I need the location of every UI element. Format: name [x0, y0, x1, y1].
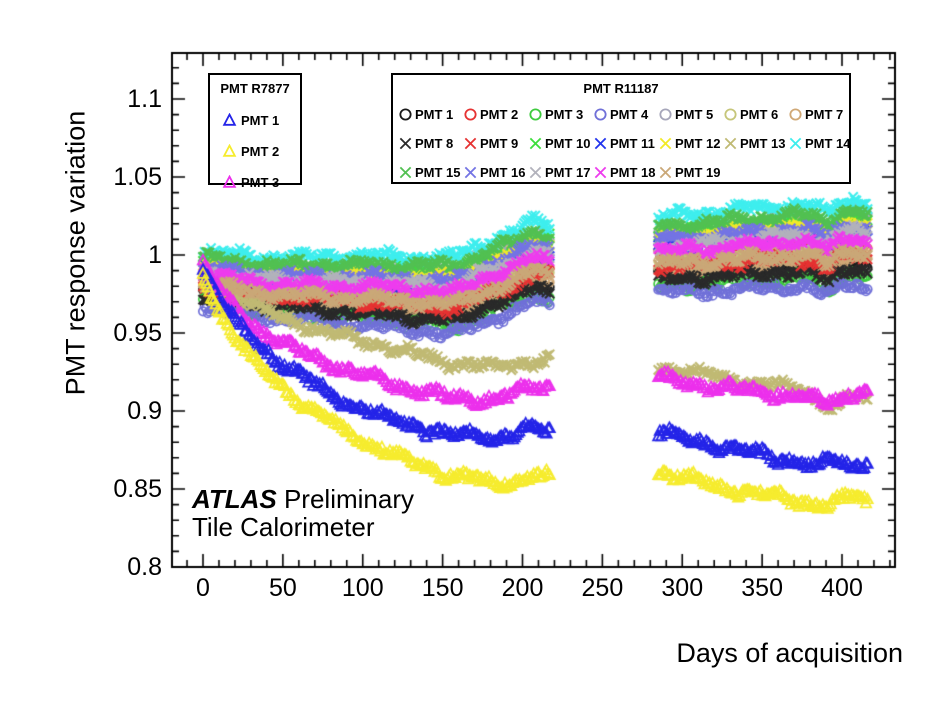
- legend-entry-label: PMT 3: [241, 175, 280, 190]
- legend-entry-label: PMT 2: [241, 144, 280, 159]
- circle-marker-icon: [724, 108, 737, 121]
- legend-entry-label: PMT 5: [675, 107, 714, 122]
- y-tick-label: 1.05: [113, 163, 162, 191]
- legend-entry: PMT 19: [658, 158, 723, 187]
- legend-entry-label: PMT 15: [415, 165, 461, 180]
- legend-entry-label: PMT 3: [545, 107, 584, 122]
- legend-entry-label: PMT 19: [675, 165, 721, 180]
- x-tick-label: 150: [421, 574, 464, 602]
- legend-entry: PMT 17: [528, 158, 593, 187]
- x-tick-label: 0: [196, 574, 210, 602]
- legend-entry: PMT 8: [398, 129, 463, 158]
- y-tick-label: 0.9: [127, 397, 162, 425]
- legend-entry-label: PMT 9: [480, 136, 519, 151]
- legend-entry: PMT 12: [658, 129, 723, 158]
- legend-entries: PMT 1 PMT 2 PMT 3 PMT 4 PMT 5 PMT 6 PMT 7 PMT 8…: [398, 100, 851, 187]
- legend-entry: PMT 14: [788, 129, 853, 158]
- cross-marker-icon: [594, 137, 607, 150]
- legend-entry-label: PMT 4: [610, 107, 649, 122]
- legend-entry: PMT 5: [658, 100, 723, 129]
- legend-entry-label: PMT 8: [415, 136, 454, 151]
- legend-entry: PMT 15: [398, 158, 463, 187]
- cross-marker-icon: [399, 166, 412, 179]
- legend-entry: PMT 1: [222, 105, 300, 136]
- legend-entry: PMT 10: [528, 129, 593, 158]
- legend-entry-label: PMT 17: [545, 165, 591, 180]
- legend-entry-label: PMT 6: [740, 107, 779, 122]
- x-tick-label: 50: [268, 574, 297, 602]
- y-tick-label: 0.8: [127, 553, 162, 581]
- legend-pmt-r11187: PMT R11187 PMT 1 PMT 2 PMT 3 PMT 4 PMT 5 PMT …: [391, 73, 851, 184]
- detector-label: Tile Calorimeter: [192, 512, 375, 542]
- cross-marker-icon: [464, 137, 477, 150]
- cross-marker-icon: [529, 137, 542, 150]
- x-tick-label: 300: [661, 574, 704, 602]
- legend-entry: PMT 2: [222, 136, 300, 167]
- cross-marker-icon: [724, 137, 737, 150]
- legend-entry: PMT 2: [463, 100, 528, 129]
- legend-title: PMT R11187: [583, 81, 659, 96]
- cross-marker-icon: [464, 166, 477, 179]
- legend-entry-label: PMT 12: [675, 136, 721, 151]
- legend-entry-label: PMT 13: [740, 136, 786, 151]
- legend-entry-label: PMT 11: [610, 136, 655, 151]
- legend-entry: PMT 6: [723, 100, 788, 129]
- cross-marker-icon: [659, 166, 672, 179]
- watermark: ATLAS Preliminary Tile Calorimeter: [192, 485, 414, 541]
- legend-entry: PMT 9: [463, 129, 528, 158]
- legend-entry-label: PMT 18: [610, 165, 656, 180]
- x-tick-label: 100: [341, 574, 384, 602]
- triangle-marker-icon: [222, 113, 237, 126]
- legend-entry-label: PMT 2: [480, 107, 519, 122]
- y-tick-label: 0.95: [113, 319, 162, 347]
- circle-marker-icon: [659, 108, 672, 121]
- legend-entry: PMT 18: [593, 158, 658, 187]
- legend-entry-label: PMT 10: [545, 136, 591, 151]
- experiment-label: ATLAS Preliminary: [192, 485, 414, 513]
- legend-entries: PMT 1 PMT 2 PMT 3: [222, 105, 300, 198]
- circle-marker-icon: [529, 108, 542, 121]
- legend-entry-label: PMT 7: [805, 107, 844, 122]
- circle-marker-icon: [399, 108, 412, 121]
- legend-entry: PMT 7: [788, 100, 853, 129]
- cross-marker-icon: [659, 137, 672, 150]
- x-tick-label: 350: [741, 574, 783, 602]
- cross-marker-icon: [594, 166, 607, 179]
- triangle-marker-icon: [222, 144, 237, 157]
- legend-entry: PMT 3: [528, 100, 593, 129]
- circle-marker-icon: [789, 108, 802, 121]
- x-tick-label: 250: [581, 574, 624, 602]
- atlas-label: ATLAS: [192, 484, 277, 514]
- legend-entry: PMT 16: [463, 158, 528, 187]
- x-tick-label: 200: [501, 574, 544, 602]
- circle-marker-icon: [464, 108, 477, 121]
- legend-entry-label: PMT 14: [805, 136, 851, 151]
- legend-entry-label: PMT 16: [480, 165, 526, 180]
- legend-entry-label: PMT 1: [241, 113, 280, 128]
- legend-entry-label: PMT 1: [415, 107, 454, 122]
- circle-marker-icon: [594, 108, 607, 121]
- y-tick-label: 0.85: [113, 475, 162, 503]
- legend-entry: PMT 4: [593, 100, 658, 129]
- legend-entry: PMT 11: [593, 129, 658, 158]
- legend-title: PMT R7877: [220, 81, 290, 96]
- cross-marker-icon: [529, 166, 542, 179]
- legend-entry: PMT 3: [222, 167, 300, 198]
- cross-marker-icon: [789, 137, 802, 150]
- preliminary-label: Preliminary: [276, 484, 414, 514]
- y-tick-label: 1.1: [127, 85, 162, 113]
- x-axis-title: Days of acquisition: [676, 638, 903, 668]
- cross-marker-icon: [399, 137, 412, 150]
- legend-pmt-r7877: PMT R7877 PMT 1 PMT 2 PMT 3: [208, 73, 302, 190]
- y-tick-label: 1: [148, 241, 162, 269]
- x-tick-label: 400: [821, 574, 863, 602]
- legend-entry: PMT 1: [398, 100, 463, 129]
- triangle-marker-icon: [222, 175, 237, 188]
- legend-entry: PMT 13: [723, 129, 788, 158]
